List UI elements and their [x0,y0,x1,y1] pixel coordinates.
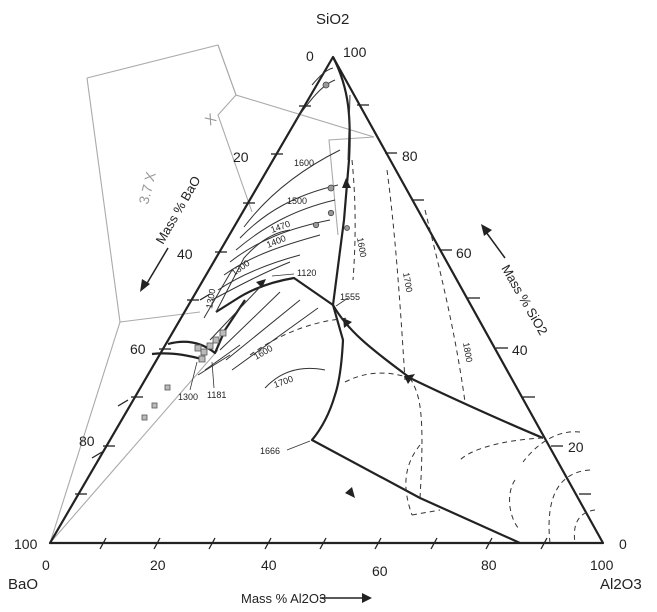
isotherm-label: 1800 [461,342,474,363]
boundary-arrows [256,178,415,498]
axis-arrows [140,224,506,603]
right-tick-label: 60 [456,245,472,261]
isotherm-label: 1181 [207,390,226,400]
dashed-isotherms [249,159,596,544]
left-axis-title: Mass % BaO [153,173,204,246]
left-tick-label: 80 [79,433,95,449]
isotherm-label: 1600 [294,158,314,168]
bottom-tick-label: 0 [42,557,50,573]
left-tick-label: 40 [177,246,193,262]
left-tick-label: 0 [306,48,314,64]
bottom-tick-label: 80 [481,557,497,573]
data-points [141,81,350,421]
bottom-tick-label: 40 [261,557,277,573]
isotherm-label: 1400 [265,233,287,250]
isotherm-label: 1700 [272,374,294,390]
right-tick-label: 0 [619,536,627,552]
isotherm-label: 1120 [297,268,316,278]
inset-frame [49,44,375,544]
isotherm-label: 1300 [204,288,217,309]
isotherm-label: 1555 [340,292,360,302]
right-tick-label: 100 [343,44,367,60]
right-tick-label: 80 [402,148,418,164]
label-leaders [189,273,349,451]
isotherm-label: 1300 [178,392,198,402]
isotherm-label: 1700 [401,272,414,293]
corner-label-left: BaO [8,576,38,593]
isotherm-label: 1666 [260,446,280,456]
inset-magnification-outer: 3.7 X [135,169,159,205]
left-tick-label: 60 [130,341,146,357]
left-tick-label: 20 [233,149,249,165]
isotherm-label: 1600 [355,237,368,258]
bottom-axis-title: Mass % Al2O3 [241,591,326,606]
bottom-tick-label: 100 [590,557,614,573]
corner-label-top: SiO2 [316,11,349,28]
isotherm-label: 1600 [252,343,274,362]
right-axis-title: Mass % SiO2 [498,262,550,338]
right-tick-label: 20 [568,439,584,455]
corner-label-right: Al2O3 [600,576,642,593]
left-tick-label: 100 [14,536,38,552]
right-tick-label: 40 [512,342,528,358]
tick-marks [75,104,591,550]
bottom-tick-label: 20 [150,557,166,573]
bottom-tick-label: 60 [372,563,388,579]
isotherm-label: 1500 [287,196,307,206]
inset-magnification-inner: X [202,110,220,129]
